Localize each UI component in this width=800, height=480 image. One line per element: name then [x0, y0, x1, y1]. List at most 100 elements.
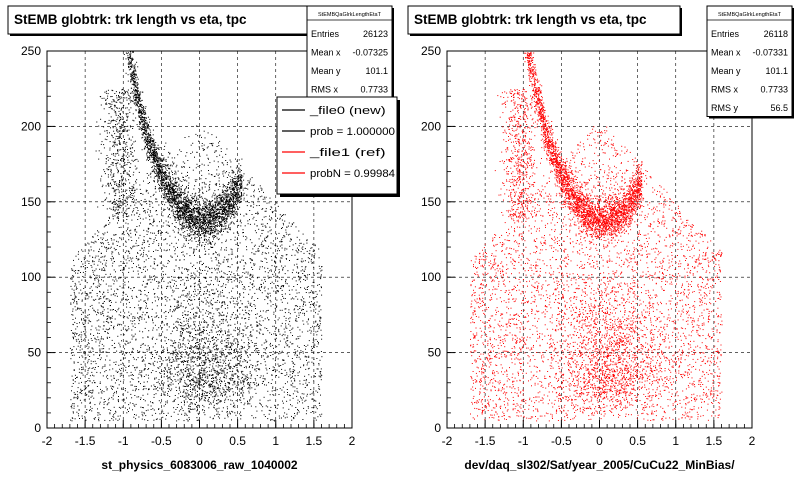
scatter-point [177, 366, 179, 368]
scatter-point [88, 395, 90, 397]
scatter-point [242, 235, 244, 237]
scatter-point [235, 386, 237, 388]
scatter-point [284, 331, 286, 333]
scatter-point [129, 196, 131, 198]
scatter-point [155, 249, 157, 251]
scatter-point [194, 381, 196, 383]
scatter-point [176, 285, 177, 287]
scatter-point [249, 180, 251, 182]
scatter-point [216, 199, 218, 201]
scatter-point [87, 362, 89, 364]
scatter-point [226, 388, 228, 390]
scatter-point [249, 275, 251, 277]
scatter-point [226, 213, 228, 215]
scatter-point [226, 218, 228, 220]
scatter-point [172, 211, 174, 213]
scatter-point [249, 354, 251, 356]
scatter-point [143, 360, 145, 362]
scatter-point [196, 210, 198, 212]
scatter-point [279, 287, 281, 289]
scatter-point [207, 221, 209, 223]
scatter-point [143, 123, 145, 125]
scatter-point [214, 327, 216, 329]
scatter-point [125, 240, 127, 242]
scatter-point [312, 325, 314, 327]
scatter-point [85, 320, 87, 322]
scatter-point [168, 198, 170, 200]
scatter-point [187, 274, 189, 276]
scatter-point [253, 253, 255, 255]
scatter-point [267, 355, 269, 357]
scatter-point [81, 299, 83, 301]
scatter-point [126, 129, 128, 131]
scatter-point [173, 327, 175, 329]
scatter-point [194, 408, 196, 410]
scatter-point [98, 258, 100, 260]
scatter-point [205, 381, 207, 383]
scatter-point [117, 206, 119, 208]
scatter-point [204, 209, 206, 211]
scatter-point [118, 107, 120, 109]
scatter-point [163, 392, 165, 394]
scatter-point [114, 210, 116, 212]
scatter-point [204, 211, 206, 212]
scatter-point [225, 377, 227, 379]
scatter-point [205, 361, 207, 363]
scatter-point [180, 218, 182, 220]
scatter-point [310, 412, 312, 413]
scatter-point [211, 391, 213, 393]
scatter-point [112, 127, 114, 129]
scatter-point [108, 276, 110, 278]
scatter-point [296, 251, 298, 253]
scatter-point [240, 201, 242, 202]
scatter-point [73, 361, 75, 363]
scatter-point [197, 211, 199, 213]
scatter-point [216, 237, 218, 239]
scatter-point [204, 219, 206, 221]
scatter-point [111, 176, 113, 178]
scatter-point [74, 321, 76, 323]
scatter-point [223, 389, 225, 391]
scatter-point [227, 231, 229, 233]
scatter-point [239, 354, 241, 356]
scatter-point [203, 291, 205, 293]
scatter-point [263, 282, 264, 284]
scatter-point [174, 340, 176, 342]
scatter-point [144, 365, 146, 367]
scatter-point [187, 364, 189, 366]
scatter-point [260, 363, 262, 365]
scatter-point [233, 182, 235, 184]
scatter-point [201, 389, 203, 391]
scatter-point [112, 214, 114, 216]
scatter-point [172, 354, 174, 356]
scatter-point [132, 257, 134, 259]
scatter-point [190, 226, 192, 228]
scatter-point [160, 168, 162, 170]
scatter-point [99, 290, 100, 292]
scatter-point [210, 220, 211, 222]
scatter-point [122, 215, 124, 217]
scatter-point [162, 155, 164, 156]
scatter-point [82, 311, 84, 313]
scatter-point [84, 329, 86, 331]
scatter-point [281, 322, 283, 324]
scatter-point [148, 349, 150, 351]
scatter-point [227, 281, 229, 283]
scatter-point [111, 397, 113, 399]
scatter-point [316, 334, 318, 336]
scatter-point [294, 413, 295, 414]
scatter-point [179, 379, 181, 381]
scatter-point [251, 387, 253, 389]
scatter-point [161, 168, 163, 170]
scatter-point [235, 314, 237, 316]
scatter-point [255, 314, 257, 315]
scatter-point [220, 369, 222, 371]
scatter-point [243, 215, 245, 217]
scatter-point [283, 315, 285, 317]
scatter-point [299, 239, 301, 241]
scatter-point [197, 289, 199, 291]
scatter-point [206, 347, 208, 349]
scatter-point [234, 181, 236, 183]
scatter-point [247, 200, 248, 202]
scatter-point [129, 148, 131, 150]
